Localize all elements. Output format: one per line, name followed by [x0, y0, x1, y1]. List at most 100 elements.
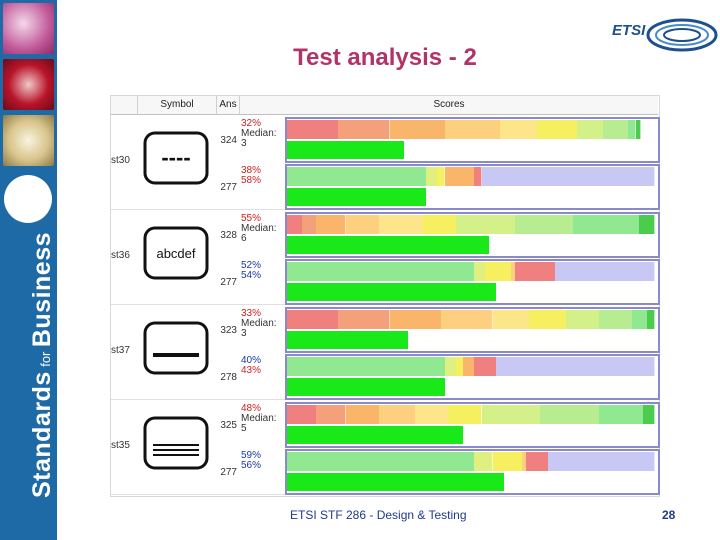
score-bar [285, 259, 660, 305]
score-bar [285, 449, 660, 495]
stat-line: 59% [241, 450, 262, 461]
row-label: st30 [111, 155, 130, 166]
stat-line: 56% [241, 460, 262, 471]
score-segment [287, 215, 303, 234]
stat-line: 6 [241, 233, 247, 244]
score-segment [537, 120, 578, 139]
percent-stats: 40% 43% [241, 356, 261, 376]
score-segment [287, 357, 446, 376]
score-segment [287, 310, 339, 329]
circle-thumbnail [4, 175, 52, 223]
sidebar: Standards for Business [0, 0, 57, 540]
score-segment [482, 167, 655, 186]
score-segment [493, 452, 523, 471]
score-segment [603, 120, 630, 139]
score-segment [474, 167, 482, 186]
stat-line: 32% [241, 118, 262, 129]
clock-thumbnail [3, 115, 54, 166]
sidebar-slogan: Standards for Business [28, 231, 56, 498]
score-segment [493, 310, 531, 329]
score-segment [485, 262, 512, 281]
underline-mark [153, 353, 199, 357]
score-segment [529, 310, 567, 329]
score-segment [338, 310, 390, 329]
score-segment [474, 357, 497, 376]
answer-count: 323 [220, 325, 237, 336]
score-segment [526, 452, 549, 471]
score-segment [379, 405, 417, 424]
score-segment [500, 120, 538, 139]
score-segment [540, 405, 600, 424]
row-label: st37 [111, 345, 130, 356]
score-segment [643, 405, 655, 424]
screen-outline [143, 416, 209, 470]
answer-count: 278 [220, 372, 237, 383]
triple-line-mark [153, 449, 199, 451]
percent-stats: 38% 58% [241, 166, 261, 186]
score-segment [639, 215, 655, 234]
stat-line: 58% [241, 175, 262, 186]
stat-line: 38% [241, 165, 262, 176]
stat-line: 48% [241, 403, 262, 414]
correct-rate-bar [287, 141, 404, 159]
score-segment [441, 310, 493, 329]
percent-stats: 52% 54% [241, 261, 261, 281]
score-bar [285, 117, 660, 163]
percent-stats: 48% Median: 5 [241, 404, 277, 434]
score-segment [338, 120, 390, 139]
score-bar [285, 354, 660, 400]
correct-rate-bar [287, 378, 445, 396]
stat-line: 33% [241, 308, 262, 319]
score-segment [632, 310, 648, 329]
stat-line: 52% [241, 260, 262, 271]
score-segment [287, 405, 317, 424]
symbol-text: ---- [161, 145, 190, 170]
correct-rate-bar [287, 426, 463, 444]
score-segment [437, 167, 445, 186]
score-segment [423, 215, 457, 234]
score-segment [316, 215, 346, 234]
score-bar [285, 164, 660, 210]
header-symbol: Symbol [138, 96, 217, 115]
score-segment [482, 405, 542, 424]
score-segment [346, 405, 380, 424]
answer-count: 277 [220, 277, 237, 288]
slide-footer: ETSI STF 286 - Design & Testing [290, 508, 467, 522]
score-segment [548, 452, 655, 471]
globe-thumbnail [3, 59, 54, 110]
score-segment [599, 405, 644, 424]
correct-rate-bar [287, 331, 408, 349]
score-segment [515, 262, 556, 281]
score-bar [285, 307, 660, 353]
stat-line: 40% [241, 355, 262, 366]
header-ans: Ans [217, 96, 240, 115]
flower-thumbnail [3, 3, 54, 54]
score-segment [445, 167, 475, 186]
correct-rate-bar [287, 236, 489, 254]
stat-line: Median: [241, 223, 277, 234]
correct-rate-bar [287, 283, 496, 301]
triple-line-mark [153, 454, 199, 456]
page-number: 28 [662, 508, 676, 522]
answer-count: 277 [220, 467, 237, 478]
answer-count: 277 [220, 182, 237, 193]
score-table: Symbol Ans Scores st30 ---- 324 32% Median: 3… [110, 95, 660, 497]
screen-outline [143, 321, 209, 375]
display-symbol-icon: abcdef [141, 224, 221, 287]
triple-line-mark [153, 444, 199, 446]
score-segment [287, 167, 427, 186]
display-symbol-icon: ---- [141, 129, 221, 192]
score-segment [287, 262, 475, 281]
score-segment [456, 215, 516, 234]
correct-rate-bar [287, 188, 426, 206]
answer-count: 325 [220, 420, 237, 431]
score-segment [448, 405, 482, 424]
score-segment [573, 215, 640, 234]
stat-line: Median: [241, 413, 277, 424]
score-segment [566, 310, 600, 329]
score-segment [647, 310, 655, 329]
slide-title: Test analysis - 2 [293, 44, 477, 71]
score-segment [415, 405, 449, 424]
score-segment [379, 215, 424, 234]
stat-line: Median: [241, 128, 277, 139]
